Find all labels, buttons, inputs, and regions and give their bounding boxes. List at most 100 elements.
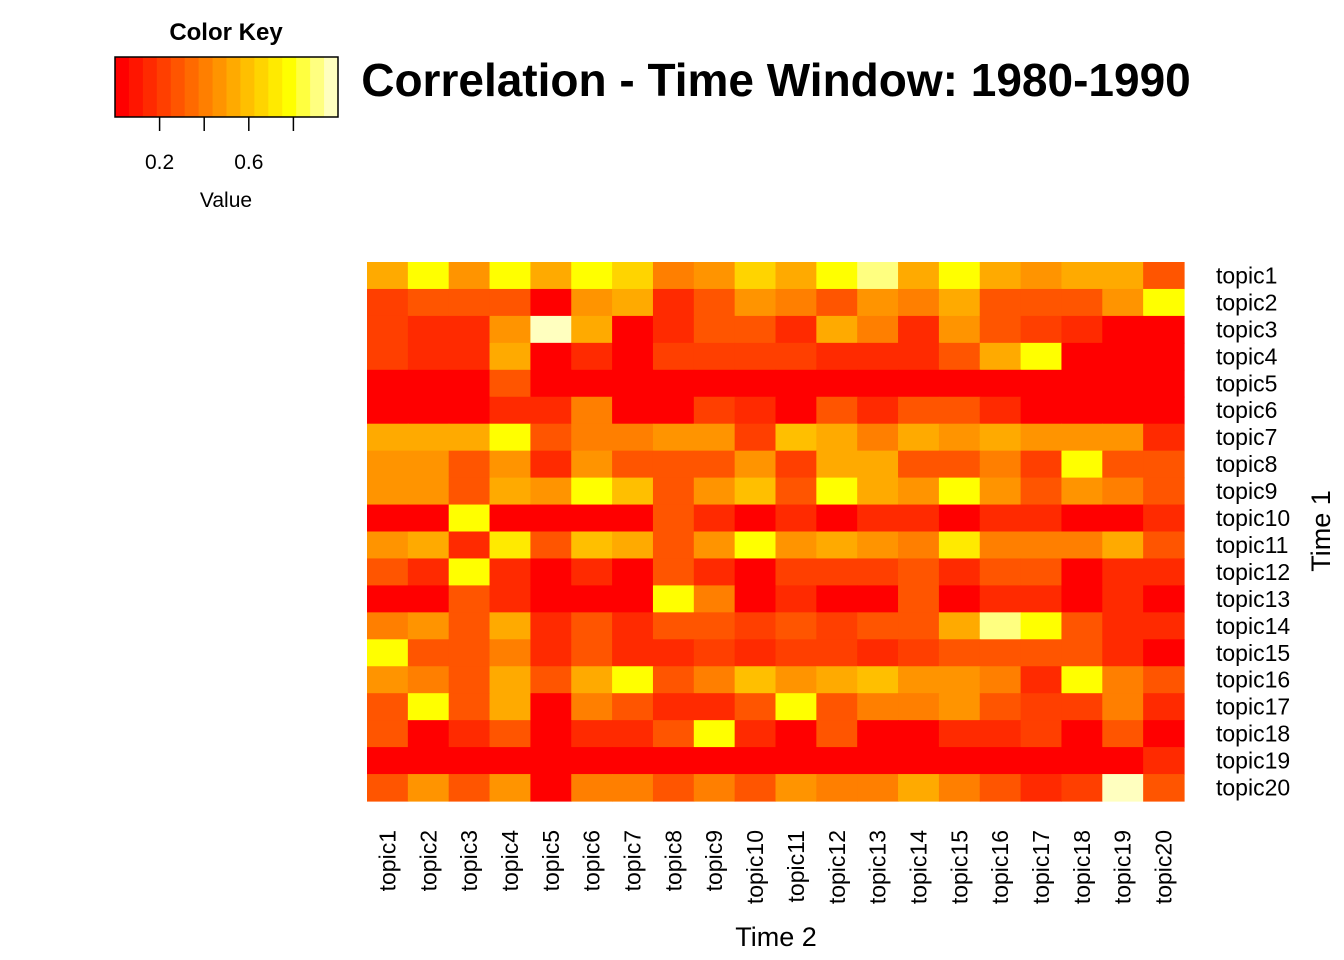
heatmap-cell <box>1061 477 1103 506</box>
heatmap-cell <box>612 477 654 506</box>
heatmap-cell <box>734 262 777 290</box>
heatmap-cell <box>775 262 817 290</box>
x-tick-label: topic14 <box>905 830 931 904</box>
heatmap-cell <box>775 342 817 371</box>
heatmap-cell <box>652 747 695 775</box>
heatmap-cell <box>367 666 409 694</box>
heatmap-cell <box>571 504 613 533</box>
heatmap-cell <box>857 288 899 317</box>
heatmap-cell <box>693 612 736 640</box>
heatmap-cell <box>898 531 940 560</box>
heatmap-cell <box>489 477 531 506</box>
heatmap-cell <box>652 288 695 317</box>
heatmap-cell <box>775 558 817 586</box>
heatmap-cell <box>1020 558 1063 586</box>
heatmap-cell <box>898 342 940 371</box>
heatmap-cell <box>775 315 817 344</box>
heatmap-cell <box>775 369 817 398</box>
heatmap-cell <box>1020 639 1063 667</box>
heatmap-cell <box>1143 747 1185 775</box>
heatmap-cell <box>734 342 777 371</box>
heatmap-cell <box>938 423 981 452</box>
heatmap-cell <box>816 747 858 775</box>
heatmap-cell <box>489 693 531 721</box>
heatmap-cell <box>979 774 1022 802</box>
heatmap-cell <box>775 747 817 775</box>
heatmap-cell <box>734 693 777 721</box>
color-key-swatch <box>310 57 325 117</box>
heatmap-cell <box>857 666 899 694</box>
heatmap-cell <box>448 720 491 748</box>
x-tick-label: topic11 <box>783 830 809 902</box>
y-tick-label: topic20 <box>1216 775 1290 801</box>
heatmap-cell <box>898 369 940 398</box>
heatmap-cell <box>367 531 409 560</box>
heatmap-cell <box>407 477 450 506</box>
heatmap-cell <box>1020 693 1063 721</box>
heatmap-cell <box>816 288 858 317</box>
heatmap-cell <box>857 262 899 290</box>
heatmap-cell <box>489 747 531 775</box>
heatmap-cell <box>898 693 940 721</box>
y-tick-label: topic5 <box>1216 370 1277 396</box>
heatmap-cell <box>1143 423 1185 452</box>
heatmap-cell <box>448 639 491 667</box>
heatmap-cell <box>857 693 899 721</box>
x-tick-label: topic20 <box>1151 830 1177 904</box>
heatmap-cell <box>367 315 409 344</box>
heatmap-cell <box>979 612 1022 640</box>
heatmap-cell <box>530 585 572 613</box>
heatmap-cell <box>367 477 409 506</box>
heatmap-cell <box>652 666 695 694</box>
heatmap-cell <box>734 720 777 748</box>
heatmap-cell <box>571 693 613 721</box>
heatmap-cell <box>898 477 940 506</box>
color-key-swatch <box>184 57 200 117</box>
heatmap-cell <box>652 531 695 560</box>
heatmap-cell <box>938 369 981 398</box>
heatmap-cell <box>693 774 736 802</box>
heatmap-cell <box>571 585 613 613</box>
x-tick-label: topic6 <box>579 830 605 891</box>
y-tick-label: topic17 <box>1216 694 1290 720</box>
heatmap-cell <box>448 262 491 290</box>
y-tick-label: topic12 <box>1216 559 1290 585</box>
heatmap-cell <box>734 504 777 533</box>
heatmap-cell <box>1061 423 1103 452</box>
heatmap-cell <box>734 396 777 425</box>
heatmap-cell <box>693 288 736 317</box>
y-tick-label: topic8 <box>1216 451 1277 477</box>
heatmap-cell <box>407 423 450 452</box>
heatmap-cell <box>530 396 572 425</box>
heatmap-cell <box>857 612 899 640</box>
heatmap-cell <box>1061 504 1103 533</box>
heatmap-cell <box>938 262 981 290</box>
heatmap-cell <box>898 639 940 667</box>
heatmap-cell <box>571 612 613 640</box>
heatmap-cell <box>734 423 777 452</box>
heatmap-cell <box>775 612 817 640</box>
heatmap-cell <box>979 531 1022 560</box>
heatmap-cell <box>367 720 409 748</box>
y-axis-title: Time 1 <box>1306 490 1336 572</box>
color-key-swatch <box>254 57 269 117</box>
heatmap-cell <box>448 558 491 586</box>
heatmap-cell <box>816 477 858 506</box>
heatmap-cell <box>407 450 450 479</box>
heatmap-cell <box>571 639 613 667</box>
heatmap-cell <box>448 288 491 317</box>
heatmap-cell <box>938 693 981 721</box>
heatmap-cell <box>1061 747 1103 775</box>
y-tick-label: topic4 <box>1216 343 1278 369</box>
heatmap-cell <box>734 747 777 775</box>
heatmap-cell <box>1061 666 1103 694</box>
heatmap-cell <box>1061 558 1103 586</box>
color-key-swatch <box>115 57 130 117</box>
heatmap-cell <box>612 262 654 290</box>
heatmap-cell <box>407 369 450 398</box>
heatmap-cell <box>448 531 491 560</box>
heatmap-cell <box>857 477 899 506</box>
heatmap-cell <box>448 747 491 775</box>
x-axis-labels: topic1 topic2 topic3 topic4 topic5 topic6 topi… <box>374 830 1176 904</box>
heatmap-cell <box>448 369 491 398</box>
